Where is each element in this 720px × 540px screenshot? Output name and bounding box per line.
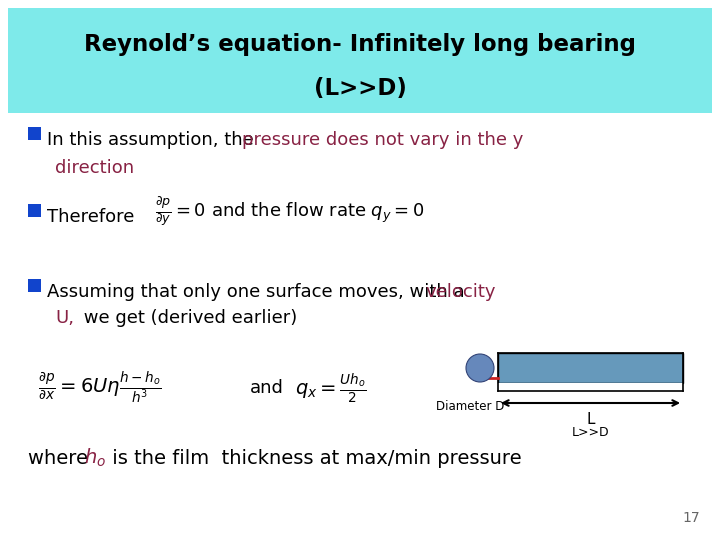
Bar <box>498 383 683 391</box>
Bar <box>8 8 712 113</box>
Text: L: L <box>586 411 595 427</box>
Text: Assuming that only one surface moves, with a: Assuming that only one surface moves, wi… <box>47 283 470 301</box>
Text: Therefore: Therefore <box>47 208 135 226</box>
Text: $\frac{\partial p}{\partial y}$$= 0$ and the flow rate $q_y = 0$: $\frac{\partial p}{\partial y}$$= 0$ and… <box>155 195 425 229</box>
Text: (L>>D): (L>>D) <box>314 77 406 99</box>
Text: pressure does not vary in the y: pressure does not vary in the y <box>242 131 523 149</box>
Bar <box>28 126 41 139</box>
Text: $\frac{\partial p}{\partial x} = 6U\eta\frac{h - h_o}{h^3}$: $\frac{\partial p}{\partial x} = 6U\eta\… <box>38 370 161 406</box>
Text: $h_o$: $h_o$ <box>84 447 106 469</box>
Bar <box>498 353 683 383</box>
Bar <box>28 204 41 217</box>
Text: velocity: velocity <box>425 283 495 301</box>
Bar <box>28 279 41 292</box>
Text: is the film  thickness at max/min pressure: is the film thickness at max/min pressur… <box>106 449 521 468</box>
Circle shape <box>466 354 494 382</box>
Text: $q_x = \frac{Uh_o}{2}$: $q_x = \frac{Uh_o}{2}$ <box>295 371 366 405</box>
Text: direction: direction <box>55 159 134 177</box>
Text: Reynold’s equation- Infinitely long bearing: Reynold’s equation- Infinitely long bear… <box>84 33 636 57</box>
Text: and: and <box>250 379 284 397</box>
Text: where: where <box>28 449 94 468</box>
Text: L>>D: L>>D <box>572 427 609 440</box>
Text: U,: U, <box>55 309 74 327</box>
Text: we get (derived earlier): we get (derived earlier) <box>78 309 297 327</box>
Text: 17: 17 <box>683 511 700 525</box>
Text: In this assumption, the: In this assumption, the <box>47 131 259 149</box>
Text: Diameter D: Diameter D <box>436 400 504 413</box>
